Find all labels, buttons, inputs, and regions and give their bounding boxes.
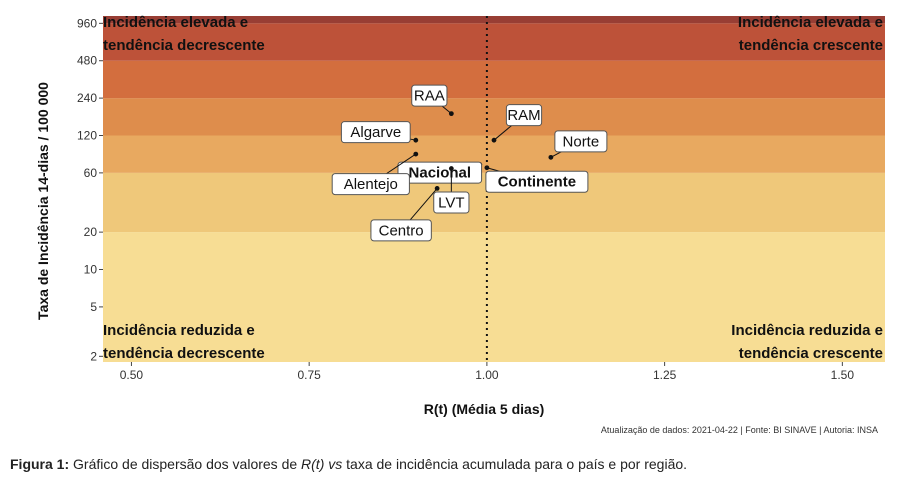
caption-vs: vs bbox=[328, 456, 343, 472]
y-tick-label-960: 960 bbox=[77, 16, 97, 30]
y-tick-label-60: 60 bbox=[84, 166, 98, 180]
quadrant-label-bottom-right-line1: Incidência reduzida e bbox=[731, 322, 883, 339]
band-0 bbox=[103, 232, 885, 362]
y-tick-label-20: 20 bbox=[84, 225, 98, 239]
quadrant-label-bottom-left-line2: tendência decrescente bbox=[103, 345, 265, 362]
point-raa bbox=[448, 111, 454, 117]
caption-text-3: taxa de incidência acumulada para o país… bbox=[342, 456, 688, 472]
quadrant-label-bottom-left-line1: Incidência reduzida e bbox=[103, 322, 255, 339]
x-tick-label-1: 0.75 bbox=[297, 368, 321, 382]
label-box-continente bbox=[485, 170, 589, 193]
label-nacional: Nacional bbox=[409, 165, 472, 182]
caption-rt: R(t) bbox=[301, 456, 325, 472]
band-3 bbox=[103, 98, 885, 136]
label-lvt: LVT bbox=[438, 195, 464, 212]
x-tick-label-0: 0.50 bbox=[120, 368, 144, 382]
label-box-norte bbox=[554, 130, 608, 153]
label-box-ram bbox=[505, 104, 543, 127]
x-tick-label-3: 1.25 bbox=[653, 368, 677, 382]
band-6 bbox=[103, 16, 885, 24]
quadrant-label-bottom-right-line2: tendência crescente bbox=[739, 345, 883, 362]
x-axis-label: R(t) (Média 5 dias) bbox=[424, 401, 545, 417]
label-ram: RAM bbox=[507, 107, 540, 124]
quadrant-label-top-left-line2: tendência decrescente bbox=[103, 37, 265, 54]
label-centro: Centro bbox=[379, 222, 424, 239]
y-tick-label-2: 2 bbox=[90, 349, 97, 363]
y-tick-label-480: 480 bbox=[77, 54, 97, 68]
caption-prefix: Figura 1: bbox=[10, 456, 70, 472]
quadrant-label-top-right-line1: Incidência elevada e bbox=[738, 14, 883, 31]
axes: 2 5 10 20 60 120 240 480 960 0.50 0.75 1.00 1.25 1.50… bbox=[35, 16, 854, 417]
point-lvt bbox=[448, 166, 454, 171]
y-axis-label: Taxa de Incidência 14-dias / 100 000 bbox=[35, 82, 51, 320]
band-4 bbox=[103, 60, 885, 99]
point-ram bbox=[491, 137, 497, 143]
quadrant-label-top-right-line2: tendência crescente bbox=[739, 37, 883, 54]
quadrant-labels: Incidência elevada e tendência decrescent… bbox=[103, 14, 883, 362]
label-box-centro bbox=[370, 219, 432, 242]
point-centro bbox=[434, 185, 440, 191]
caption-text-1: Gráfico de dispersão dos valores de bbox=[69, 456, 302, 472]
source-note: Atualização de dados: 2021-04-22 | Fonte… bbox=[600, 425, 878, 435]
incidence-bands bbox=[103, 16, 885, 362]
label-algarve: Algarve bbox=[350, 124, 401, 141]
y-tick-label-120: 120 bbox=[77, 128, 97, 142]
label-box-algarve bbox=[340, 121, 411, 144]
label-continente: Continente bbox=[498, 174, 576, 191]
label-alentejo: Alentejo bbox=[344, 176, 398, 193]
label-raa: RAA bbox=[414, 88, 445, 105]
figure-caption: Figura 1: Gráfico de dispersão dos valor… bbox=[10, 456, 890, 472]
point-norte bbox=[548, 154, 554, 160]
label-box-alentejo bbox=[331, 173, 410, 196]
label-norte: Norte bbox=[563, 133, 600, 150]
scatter-chart: Incidência elevada e tendência decrescent… bbox=[35, 14, 885, 417]
band-5 bbox=[103, 23, 885, 61]
quadrant-label-top-left-line1: Incidência elevada e bbox=[103, 14, 248, 31]
point-algarve bbox=[413, 137, 419, 143]
point-continente bbox=[484, 165, 490, 171]
y-tick-label-240: 240 bbox=[77, 91, 97, 105]
y-tick-label-5: 5 bbox=[90, 300, 97, 314]
point-alentejo bbox=[413, 151, 419, 157]
x-tick-label-4: 1.50 bbox=[831, 368, 855, 382]
data-points: RAA RAM Algarve Nacional Continente Norte Alen… bbox=[331, 84, 608, 242]
label-box-lvt bbox=[433, 191, 470, 214]
x-tick-label-2: 1.00 bbox=[475, 368, 499, 382]
label-box-raa bbox=[411, 84, 448, 107]
y-tick-label-10: 10 bbox=[84, 263, 98, 277]
label-box-nacional bbox=[397, 161, 483, 184]
